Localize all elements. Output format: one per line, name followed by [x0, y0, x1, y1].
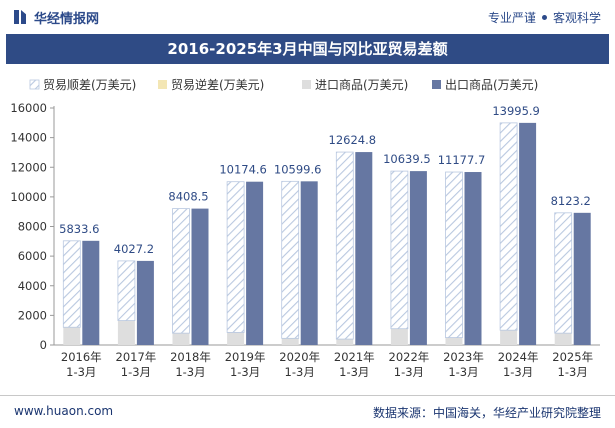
trade-balance-bar-0 — [62, 240, 81, 328]
data-label-8: 13995.9 — [492, 104, 540, 118]
data-label-7: 11177.7 — [438, 153, 486, 167]
legend-label-1: 贸易逆差(万美元) — [171, 77, 264, 92]
import-bar-8 — [500, 330, 518, 345]
x-tick-label-2-0: 2018年 — [170, 350, 211, 364]
export-bar-5 — [355, 152, 373, 345]
axes: 0 2000 4000 6000 8000 10000 12000 14000 16000 201… — [10, 101, 600, 379]
x-tick-label-5-1: 1-3月 — [339, 365, 369, 379]
chart-title: 2016-2025年3月中国与冈比亚贸易差额 — [6, 34, 609, 64]
legend-swatch-3 — [432, 80, 441, 89]
import-bar-6 — [390, 328, 408, 345]
footer: www.huaon.com 数据来源：中国海关，华经产业研究院整理 — [0, 395, 615, 428]
tagline-left: 专业严谨 — [487, 10, 536, 25]
legend: 贸易顺差(万美元) 贸易逆差(万美元) 进口商品(万美元) 出口商品(万美元) — [29, 77, 538, 92]
trade-balance-bar-5 — [335, 151, 354, 340]
export-bar-8 — [519, 122, 537, 345]
y-tick-label-5: 10000 — [10, 190, 47, 204]
legend-swatch-2 — [302, 80, 311, 89]
import-bar-1 — [117, 320, 135, 345]
import-bar-2 — [172, 333, 190, 345]
import-bar-9 — [554, 333, 572, 345]
brand: 华经情报网 — [14, 8, 99, 27]
import-bar-0 — [63, 327, 81, 345]
x-tick-label-8-0: 2024年 — [498, 350, 539, 364]
data-labels: 5833.6 4027.2 8408.5 10174.6 10599.6 12624.8 1… — [59, 104, 591, 256]
y-tick-label-6: 12000 — [10, 160, 47, 174]
import-bar-5 — [336, 339, 354, 345]
y-tick-label-7: 14000 — [10, 131, 47, 145]
x-tick-label-6-1: 1-3月 — [394, 365, 424, 379]
export-bar-1 — [136, 260, 154, 345]
x-tick-label-4-1: 1-3月 — [285, 365, 315, 379]
legend-label-2: 进口商品(万美元) — [315, 77, 408, 92]
trade-balance-bar-1 — [117, 260, 136, 321]
legend-swatch-0 — [29, 79, 40, 90]
y-tick-label-2: 4000 — [18, 279, 47, 293]
x-tick-label-7-1: 1-3月 — [448, 365, 478, 379]
trade-balance-bar-7 — [445, 171, 463, 338]
export-bar-4 — [300, 181, 318, 345]
legend-swatch-1 — [158, 80, 167, 89]
legend-label-0: 贸易顺差(万美元) — [43, 78, 136, 92]
x-tick-label-3-1: 1-3月 — [230, 365, 260, 379]
top-bar: 华经情报网 专业严谨 客观科学 — [0, 0, 615, 34]
data-label-0: 5833.6 — [59, 222, 99, 236]
data-label-1: 4027.2 — [114, 242, 154, 256]
brand-logo-icon — [14, 10, 28, 24]
import-bar-3 — [227, 332, 245, 345]
y-tick-label-3: 6000 — [18, 249, 47, 263]
data-label-9: 8123.2 — [551, 194, 591, 208]
x-tick-label-6-0: 2022年 — [389, 350, 430, 364]
export-bar-2 — [191, 208, 209, 345]
website-link[interactable]: www.huaon.com — [14, 404, 114, 418]
data-source: 数据来源：中国海关，华经产业研究院整理 — [372, 406, 601, 420]
y-tick-label-8: 16000 — [10, 101, 47, 115]
tagline: 专业严谨 客观科学 — [488, 9, 601, 26]
x-tick-label-9-0: 2025年 — [552, 350, 593, 364]
x-tick-label-5-0: 2021年 — [334, 350, 375, 364]
export-bar-6 — [409, 171, 427, 345]
tagline-right: 客观科学 — [552, 10, 601, 25]
bars — [62, 122, 591, 345]
trade-balance-bar-8 — [499, 122, 518, 331]
y-tick-label-0: 0 — [40, 338, 47, 352]
trade-balance-bar-2 — [172, 208, 190, 334]
export-bar-3 — [246, 181, 264, 345]
legend-label-3: 出口商品(万美元) — [445, 77, 538, 92]
export-bar-0 — [82, 240, 100, 345]
x-tick-label-1-0: 2017年 — [116, 350, 157, 364]
dot-separator-icon — [541, 14, 547, 20]
trade-balance-bar-3 — [226, 181, 245, 333]
import-bar-4 — [281, 338, 299, 345]
y-tick-label-1: 2000 — [18, 308, 47, 322]
data-label-5: 12624.8 — [329, 133, 377, 147]
export-bar-7 — [464, 172, 482, 345]
data-label-2: 8408.5 — [168, 190, 208, 204]
x-tick-label-9-1: 1-3月 — [558, 365, 588, 379]
x-tick-label-0-1: 1-3月 — [66, 365, 96, 379]
x-tick-label-7-0: 2023年 — [443, 350, 484, 364]
y-tick-label-4: 8000 — [18, 220, 47, 234]
x-tick-label-4-0: 2020年 — [279, 350, 320, 364]
x-tick-label-1-1: 1-3月 — [121, 365, 151, 379]
import-bar-7 — [445, 337, 463, 345]
data-label-3: 10174.6 — [219, 163, 267, 177]
export-bar-9 — [573, 212, 591, 345]
data-label-6: 10639.5 — [383, 152, 431, 166]
chart-area: 贸易顺差(万美元) 贸易逆差(万美元) 进口商品(万美元) 出口商品(万美元) 0 20… — [0, 64, 615, 394]
x-tick-label-0-0: 2016年 — [61, 350, 102, 364]
trade-balance-bar-9 — [554, 212, 573, 334]
bar-chart: 贸易顺差(万美元) 贸易逆差(万美元) 进口商品(万美元) 出口商品(万美元) 0 20… — [10, 77, 600, 379]
x-tick-label-8-1: 1-3月 — [503, 365, 533, 379]
data-label-4: 10599.6 — [274, 162, 322, 176]
x-tick-label-2-1: 1-3月 — [175, 365, 205, 379]
brand-name: 华经情报网 — [34, 11, 100, 27]
trade-balance-bar-6 — [390, 170, 409, 330]
x-tick-label-3-0: 2019年 — [225, 350, 266, 364]
trade-balance-bar-4 — [281, 180, 300, 339]
